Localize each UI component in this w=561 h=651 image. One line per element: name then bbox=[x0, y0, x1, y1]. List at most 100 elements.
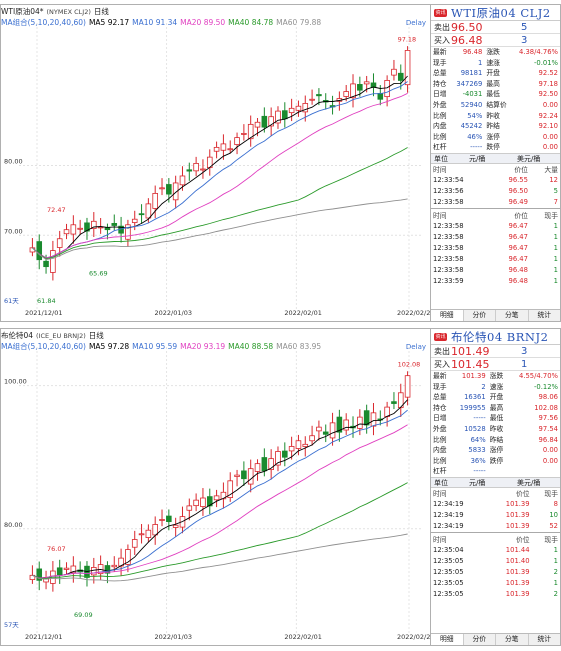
stat-value: 0.00 bbox=[542, 456, 558, 465]
sell-row[interactable]: 卖出 101.49 3 bbox=[431, 345, 560, 358]
stat-value: 46% bbox=[467, 132, 483, 141]
tab-price-dist[interactable]: 分价 bbox=[464, 310, 496, 321]
mid-annotation: 76.07 bbox=[47, 545, 66, 553]
x-tick-label: 2022/02/01 bbox=[284, 309, 321, 317]
period-label[interactable]: 日线 bbox=[93, 7, 109, 16]
y-tick-label: 70.00 bbox=[4, 227, 23, 235]
kline-chart[interactable]: 布伦特04 (ICE_EU BRNJ2) 日线 MA组合(5,10,20,40,60… bbox=[0, 328, 431, 646]
unit-currency-alt[interactable]: 美元/桶 bbox=[517, 478, 541, 487]
tick-row: 12:35:05 101.39 2 bbox=[431, 567, 560, 578]
candle bbox=[261, 115, 268, 128]
buy-price: 101.45 bbox=[451, 358, 490, 371]
candle bbox=[282, 110, 288, 120]
tick-time: 12:33:54 bbox=[433, 175, 464, 184]
tick-volume: 1 bbox=[553, 545, 558, 554]
chart-header: 布伦特04 (ICE_EU BRNJ2) 日线 bbox=[1, 329, 430, 342]
tick-time: 12:35:05 bbox=[433, 578, 464, 587]
stat-label: 内盘 bbox=[433, 122, 447, 131]
candle bbox=[36, 568, 43, 581]
candle bbox=[370, 412, 377, 427]
stat-label: 最低 bbox=[486, 90, 500, 99]
ma40-label: MA40 84.78 bbox=[228, 18, 274, 27]
candle bbox=[302, 443, 309, 447]
candle bbox=[138, 533, 145, 536]
candle bbox=[254, 463, 261, 472]
tab-detail[interactable]: 明细 bbox=[431, 310, 464, 321]
stats-row: 杠杆 ----- 跌停 0.00 bbox=[431, 142, 560, 153]
tab-detail[interactable]: 明细 bbox=[431, 634, 464, 645]
tick-row: 12:33:58 96.47 1 bbox=[431, 254, 560, 265]
y-tick-label: 80.00 bbox=[4, 158, 23, 166]
stats-row: 外盘 10528 昨收 97.54 bbox=[431, 424, 560, 435]
tick-time: 12:34:19 bbox=[433, 499, 464, 508]
candle bbox=[268, 116, 274, 127]
tick-row: 12:33:58 96.48 1 bbox=[431, 265, 560, 276]
tab-ticks[interactable]: 分笔 bbox=[496, 634, 529, 645]
tick-row: 12:33:54 96.55 12 bbox=[431, 175, 560, 186]
tab-ticks[interactable]: 分笔 bbox=[496, 310, 529, 321]
tick-row: 12:35:05 101.39 2 bbox=[431, 589, 560, 600]
candle bbox=[172, 524, 179, 528]
unit-currency[interactable]: 元/桶 bbox=[469, 154, 486, 163]
unit-currency-alt[interactable]: 美元/桶 bbox=[517, 154, 541, 163]
tick-price: 96.55 bbox=[508, 175, 528, 184]
candle bbox=[159, 187, 165, 190]
ma40-label: MA40 88.58 bbox=[228, 342, 274, 351]
detail-tabs: 明细 分价 分笔 统计 bbox=[431, 309, 561, 321]
candle bbox=[152, 193, 158, 209]
tick-header: 价位 bbox=[516, 490, 530, 499]
ma-combo-label[interactable]: MA组合(5,10,20,40,60) bbox=[1, 18, 86, 27]
stat-label: 最低 bbox=[489, 414, 504, 423]
candle bbox=[104, 227, 111, 231]
kline-svg: 80.00 70.00 2021/12/01 2022/01/03 2022/02/01… bbox=[4, 23, 430, 317]
stat-value: 2 bbox=[481, 382, 486, 391]
buy-row[interactable]: 买入 96.48 3 bbox=[431, 34, 560, 47]
candle bbox=[166, 515, 172, 523]
tick-row: 12:34:19 101.39 8 bbox=[431, 499, 560, 510]
candle bbox=[391, 68, 397, 76]
chart-header: WTI原油04* (NYMEX CLJ2) 日线 bbox=[1, 5, 430, 18]
stat-value: ----- bbox=[470, 143, 483, 152]
stat-label: 跌停 bbox=[489, 456, 504, 465]
period-label[interactable]: 日线 bbox=[88, 331, 104, 340]
tick-row: 12:35:05 101.39 1 bbox=[431, 578, 560, 589]
stats-row: 持仓 199955 最高 102.08 bbox=[431, 403, 560, 414]
tick-volume: 1 bbox=[553, 221, 558, 230]
divider bbox=[431, 207, 560, 210]
candle bbox=[220, 143, 227, 151]
candle bbox=[166, 184, 172, 195]
candle bbox=[56, 238, 63, 248]
tick-header-row: 时间 价位 大量 bbox=[431, 164, 560, 175]
stats-row: 内盘 5833 涨停 0.00 bbox=[431, 445, 560, 456]
tick-header: 时间 bbox=[433, 536, 447, 545]
stat-value: 0.00 bbox=[542, 446, 558, 455]
stat-value: 0.00 bbox=[542, 132, 558, 141]
mid-annotation: 72.47 bbox=[47, 206, 66, 214]
candle bbox=[43, 260, 49, 268]
sell-price: 96.50 bbox=[451, 21, 483, 34]
tab-stats[interactable]: 统计 bbox=[529, 634, 561, 645]
stat-label: 结算价 bbox=[486, 100, 507, 109]
candle bbox=[343, 91, 349, 97]
ma-combo-label[interactable]: MA组合(5,10,20,40,60) bbox=[1, 342, 86, 351]
buy-row[interactable]: 买入 101.45 1 bbox=[431, 358, 560, 371]
stats-row: 总量 98181 开盘 92.52 bbox=[431, 68, 560, 79]
stat-label: 比例 bbox=[433, 456, 447, 465]
divider bbox=[431, 531, 560, 534]
wti-pane: WTI原油04* (NYMEX CLJ2) 日线 MA组合(5,10,20,40,6… bbox=[0, 4, 561, 322]
tab-price-dist[interactable]: 分价 bbox=[464, 634, 496, 645]
candle bbox=[131, 539, 138, 548]
ma10-line bbox=[32, 409, 408, 579]
candle bbox=[316, 94, 322, 97]
ma60-label: MA60 79.88 bbox=[276, 18, 322, 27]
high-annotation: 102.08 bbox=[398, 361, 421, 369]
kline-chart[interactable]: WTI原油04* (NYMEX CLJ2) 日线 MA组合(5,10,20,40,6… bbox=[0, 4, 431, 322]
delay-label: Delay bbox=[405, 343, 426, 351]
sell-price: 101.49 bbox=[451, 345, 490, 358]
tick-price: 96.50 bbox=[508, 186, 528, 195]
unit-currency[interactable]: 元/桶 bbox=[469, 478, 486, 487]
sell-row[interactable]: 卖出 96.50 5 bbox=[431, 21, 560, 34]
tick-row: 12:35:04 101.44 1 bbox=[431, 545, 560, 556]
tick-header: 时间 bbox=[433, 212, 447, 221]
tab-stats[interactable]: 统计 bbox=[529, 310, 561, 321]
